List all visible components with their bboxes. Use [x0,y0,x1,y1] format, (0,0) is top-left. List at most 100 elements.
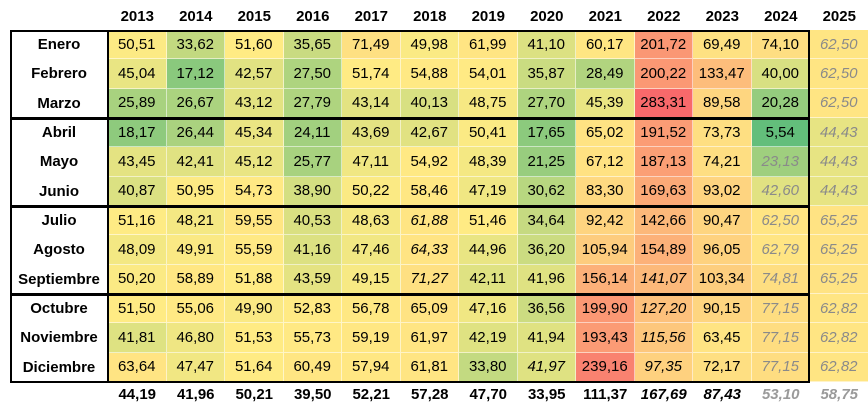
data-cell[interactable]: 33,80 [459,352,518,382]
data-cell[interactable]: 97,35 [634,352,693,382]
data-cell[interactable]: 41,97 [517,352,576,382]
data-cell[interactable]: 43,69 [342,117,401,148]
data-cell[interactable]: 90,15 [693,293,752,324]
data-cell[interactable]: 48,21 [166,205,225,236]
data-cell[interactable]: 43,59 [283,264,342,294]
data-cell[interactable]: 42,19 [459,323,518,353]
data-cell[interactable]: 42,60 [751,176,810,206]
data-cell[interactable]: 51,50 [108,293,167,324]
data-cell[interactable]: 26,44 [166,117,225,148]
data-cell[interactable]: 77,15 [751,293,810,324]
data-cell[interactable]: 187,13 [634,147,693,177]
data-cell[interactable]: 90,47 [693,205,752,236]
data-cell[interactable]: 47,11 [342,147,401,177]
data-cell[interactable]: 38,90 [283,176,342,206]
data-cell[interactable]: 73,73 [693,117,752,148]
data-cell[interactable]: 47,16 [459,293,518,324]
data-cell[interactable]: 77,15 [751,323,810,353]
data-cell[interactable]: 62,82 [810,352,868,382]
data-cell[interactable]: 58,89 [166,264,225,294]
data-cell[interactable]: 141,07 [634,264,693,294]
data-cell[interactable]: 21,25 [517,147,576,177]
data-cell[interactable]: 61,88 [400,205,459,236]
data-cell[interactable]: 27,50 [283,59,342,89]
data-cell[interactable]: 40,13 [400,88,459,118]
data-cell[interactable]: 74,21 [693,147,752,177]
data-cell[interactable]: 239,16 [576,352,635,382]
data-cell[interactable]: 142,66 [634,205,693,236]
data-cell[interactable]: 65,25 [810,264,868,294]
data-cell[interactable]: 23,13 [751,147,810,177]
data-cell[interactable]: 51,46 [459,205,518,236]
data-cell[interactable]: 45,04 [108,59,167,89]
data-cell[interactable]: 42,41 [166,147,225,177]
data-cell[interactable]: 199,90 [576,293,635,324]
data-cell[interactable]: 51,64 [225,352,284,382]
data-cell[interactable]: 65,02 [576,117,635,148]
data-cell[interactable]: 44,96 [459,235,518,265]
data-cell[interactable]: 54,88 [400,59,459,89]
data-cell[interactable]: 62,79 [751,235,810,265]
data-cell[interactable]: 40,00 [751,59,810,89]
data-cell[interactable]: 40,87 [108,176,167,206]
data-cell[interactable]: 24,11 [283,117,342,148]
data-cell[interactable]: 36,56 [517,293,576,324]
data-cell[interactable]: 71,27 [400,264,459,294]
data-cell[interactable]: 51,74 [342,59,401,89]
data-cell[interactable]: 47,19 [459,176,518,206]
data-cell[interactable]: 36,20 [517,235,576,265]
data-cell[interactable]: 74,10 [751,30,810,60]
data-cell[interactable]: 25,77 [283,147,342,177]
data-cell[interactable]: 58,46 [400,176,459,206]
data-cell[interactable]: 56,78 [342,293,401,324]
data-cell[interactable]: 54,92 [400,147,459,177]
data-cell[interactable]: 62,50 [810,30,868,60]
data-cell[interactable]: 154,89 [634,235,693,265]
data-cell[interactable]: 61,81 [400,352,459,382]
data-cell[interactable]: 50,51 [108,30,167,60]
data-cell[interactable]: 201,72 [634,30,693,60]
data-cell[interactable]: 65,09 [400,293,459,324]
data-cell[interactable]: 48,63 [342,205,401,236]
data-cell[interactable]: 34,64 [517,205,576,236]
data-cell[interactable]: 18,17 [108,117,167,148]
data-cell[interactable]: 96,05 [693,235,752,265]
data-cell[interactable]: 20,28 [751,88,810,118]
data-cell[interactable]: 62,82 [810,323,868,353]
data-cell[interactable]: 193,43 [576,323,635,353]
data-cell[interactable]: 45,34 [225,117,284,148]
data-cell[interactable]: 47,47 [166,352,225,382]
data-cell[interactable]: 43,14 [342,88,401,118]
data-cell[interactable]: 283,31 [634,88,693,118]
data-cell[interactable]: 59,55 [225,205,284,236]
data-cell[interactable]: 63,45 [693,323,752,353]
data-cell[interactable]: 89,58 [693,88,752,118]
data-cell[interactable]: 61,97 [400,323,459,353]
data-cell[interactable]: 61,99 [459,30,518,60]
data-cell[interactable]: 71,49 [342,30,401,60]
data-cell[interactable]: 55,06 [166,293,225,324]
data-cell[interactable]: 41,16 [283,235,342,265]
data-cell[interactable]: 65,25 [810,235,868,265]
data-cell[interactable]: 49,91 [166,235,225,265]
data-cell[interactable]: 48,75 [459,88,518,118]
data-cell[interactable]: 72,17 [693,352,752,382]
data-cell[interactable]: 103,34 [693,264,752,294]
data-cell[interactable]: 59,19 [342,323,401,353]
data-cell[interactable]: 54,01 [459,59,518,89]
data-cell[interactable]: 50,41 [459,117,518,148]
data-cell[interactable]: 74,81 [751,264,810,294]
data-cell[interactable]: 5,54 [751,117,810,148]
data-cell[interactable]: 42,57 [225,59,284,89]
data-cell[interactable]: 65,25 [810,205,868,236]
data-cell[interactable]: 43,45 [108,147,167,177]
data-cell[interactable]: 62,82 [810,293,868,324]
data-cell[interactable]: 133,47 [693,59,752,89]
data-cell[interactable]: 41,96 [517,264,576,294]
data-cell[interactable]: 49,90 [225,293,284,324]
data-cell[interactable]: 35,65 [283,30,342,60]
data-cell[interactable]: 51,60 [225,30,284,60]
data-cell[interactable]: 156,14 [576,264,635,294]
data-cell[interactable]: 127,20 [634,293,693,324]
data-cell[interactable]: 191,52 [634,117,693,148]
